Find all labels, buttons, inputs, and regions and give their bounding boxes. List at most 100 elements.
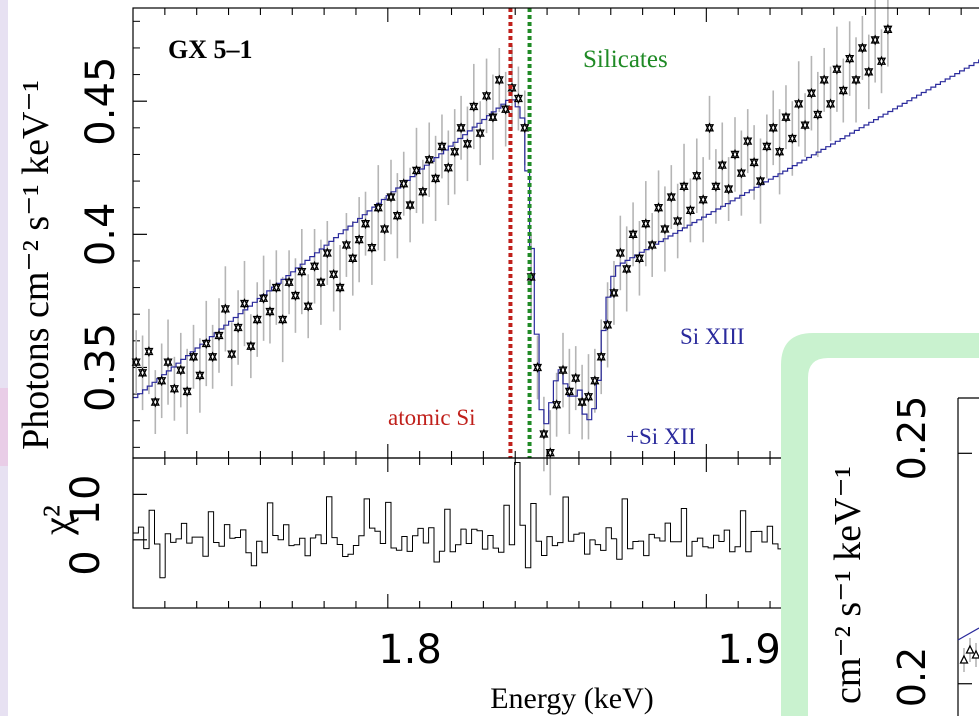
data-point-star xyxy=(545,449,555,459)
silicates-label: Silicates xyxy=(583,46,668,73)
inset-y-tick-0.2: 0.2 xyxy=(890,647,934,707)
left-edge-strip-accent xyxy=(0,388,8,466)
atomic-si-label: atomic Si xyxy=(388,405,476,430)
data-point-star xyxy=(768,124,778,134)
inset-background xyxy=(808,358,979,716)
data-point-star xyxy=(278,315,288,325)
spectrum-panel: 0.35 0.4 0.45 GX 5–1 Silicates atomic Si S… xyxy=(78,0,979,496)
data-point-star xyxy=(443,164,453,174)
data-point-star xyxy=(431,174,441,184)
data-point-star xyxy=(233,323,243,333)
spectrum-y-tick-labels: 0.35 0.4 0.45 xyxy=(78,57,124,412)
data-point-star xyxy=(539,430,549,440)
data-point-star xyxy=(392,212,402,222)
data-point-star xyxy=(220,305,230,315)
spectrum-ticks xyxy=(133,8,962,458)
inset-panel: 0.25 0.2 cm⁻² s⁻¹ keV⁻¹ xyxy=(781,333,979,716)
data-point-star xyxy=(832,65,842,75)
residual-panel: 0 10 χ² 1.8 1.9 Energy (keV) xyxy=(34,457,979,715)
data-point-star xyxy=(851,76,861,86)
data-point-star xyxy=(787,134,797,144)
data-point-star xyxy=(704,124,715,134)
data-point-star xyxy=(564,387,574,397)
inset-data-point xyxy=(971,649,979,659)
data-point-star xyxy=(150,398,160,408)
data-point-star xyxy=(360,220,371,230)
data-point-star xyxy=(252,315,262,325)
data-point-star xyxy=(201,339,211,349)
data-point-star xyxy=(335,283,345,294)
data-point-star xyxy=(475,129,485,139)
spectrum-y-tick-label: 0.45 xyxy=(78,57,124,146)
data-point-star xyxy=(380,225,390,235)
residual-frame xyxy=(132,457,979,609)
data-point-star xyxy=(437,142,447,152)
data-point-star xyxy=(469,102,479,112)
inset-ticks xyxy=(958,452,972,685)
data-point-star xyxy=(271,283,281,294)
data-point-star xyxy=(290,291,300,302)
data-point-star xyxy=(666,193,676,203)
data-point-star xyxy=(571,374,581,384)
spectrum-data-points xyxy=(131,23,893,459)
spectrum-y-tick-label: 0.4 xyxy=(78,203,124,267)
data-point-star xyxy=(214,331,224,341)
data-point-star xyxy=(736,169,746,179)
data-point-star xyxy=(628,230,638,240)
data-point-star xyxy=(857,44,867,54)
x-axis-label: Energy (keV) xyxy=(490,682,654,715)
data-point-star xyxy=(195,371,205,381)
data-point-star xyxy=(494,76,504,86)
data-point-star xyxy=(424,156,434,166)
data-point-star xyxy=(532,363,543,373)
data-point-star xyxy=(717,161,727,171)
data-point-star xyxy=(348,254,358,264)
data-point-star xyxy=(284,278,294,288)
data-point-star xyxy=(762,142,772,152)
data-point-star xyxy=(781,113,791,123)
si-xiii-label: Si XIII xyxy=(680,324,745,349)
residual-y-axis-label: χ² xyxy=(34,505,79,536)
data-point-star xyxy=(386,193,396,203)
data-point-star xyxy=(806,89,816,99)
data-point-star xyxy=(577,398,587,408)
data-point-star xyxy=(870,36,880,46)
data-point-star xyxy=(749,158,759,168)
data-point-star xyxy=(169,385,179,395)
data-point-star xyxy=(354,236,364,246)
data-point-star xyxy=(482,92,492,102)
data-point-star xyxy=(520,124,530,134)
data-point-star xyxy=(341,241,351,251)
data-point-star xyxy=(310,262,320,272)
data-point-star xyxy=(367,243,377,254)
data-point-star xyxy=(838,86,848,96)
data-point-star xyxy=(399,180,409,190)
inset-y-tick-0.25: 0.25 xyxy=(890,396,934,481)
data-point-star xyxy=(679,182,689,192)
data-point-star xyxy=(405,201,415,211)
data-point-star xyxy=(660,225,670,235)
data-point-star xyxy=(329,270,339,280)
data-point-star xyxy=(819,76,829,86)
data-point-star xyxy=(615,249,625,259)
data-point-star xyxy=(800,121,810,131)
data-point-star xyxy=(775,148,785,158)
data-point-star xyxy=(883,25,893,35)
data-point-star xyxy=(826,100,836,110)
si-xii-label: +Si XII xyxy=(626,424,696,449)
data-point-star xyxy=(654,204,664,214)
data-point-star xyxy=(188,353,199,363)
inset-model-curve xyxy=(957,627,979,641)
data-point-star xyxy=(322,249,332,259)
data-point-star xyxy=(876,57,887,67)
data-point-star xyxy=(418,188,428,198)
spectrum-y-axis-label: Photons cm⁻² s⁻¹ keV⁻¹ xyxy=(15,80,57,450)
data-point-star xyxy=(552,401,562,411)
data-point-star xyxy=(583,393,594,403)
data-point-star xyxy=(259,294,269,304)
data-point-star xyxy=(265,307,275,318)
x-tick-label-1.8: 1.8 xyxy=(378,627,442,673)
data-point-star xyxy=(163,358,173,368)
data-point-star xyxy=(622,265,632,275)
